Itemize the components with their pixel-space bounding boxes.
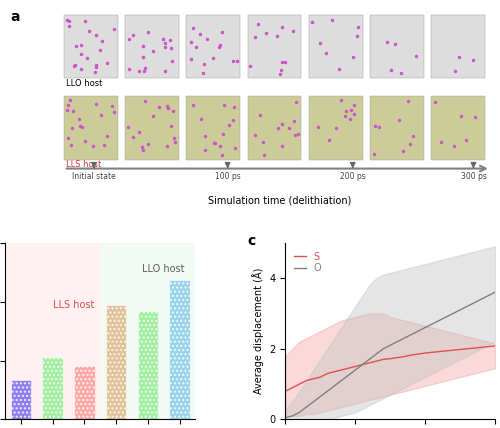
FancyBboxPatch shape <box>125 15 179 78</box>
O <box>464 304 470 309</box>
Text: LLO host: LLO host <box>142 264 184 274</box>
Bar <box>138 312 158 419</box>
S <box>394 355 400 360</box>
S <box>346 366 352 371</box>
O <box>387 343 393 348</box>
Text: LLS host: LLS host <box>66 160 102 169</box>
FancyBboxPatch shape <box>64 15 118 78</box>
S <box>450 348 456 353</box>
O <box>415 329 421 334</box>
S <box>436 349 442 354</box>
S <box>464 346 470 351</box>
FancyBboxPatch shape <box>370 15 424 78</box>
S <box>485 344 491 349</box>
Text: a: a <box>10 9 20 24</box>
O <box>360 362 366 367</box>
Bar <box>106 305 126 419</box>
Text: c: c <box>248 234 256 248</box>
Bar <box>170 280 190 419</box>
O <box>310 399 316 404</box>
Bar <box>5 243 100 419</box>
S <box>296 381 302 386</box>
O <box>429 321 435 327</box>
S <box>408 353 414 358</box>
S <box>290 385 296 390</box>
FancyBboxPatch shape <box>432 96 485 160</box>
O <box>457 307 463 312</box>
FancyBboxPatch shape <box>186 96 240 160</box>
S <box>443 348 449 354</box>
Y-axis label: Average displacement (Å): Average displacement (Å) <box>252 268 264 394</box>
S <box>360 362 366 367</box>
S <box>374 359 380 364</box>
S <box>304 378 310 383</box>
S <box>401 354 407 359</box>
O <box>318 394 324 399</box>
FancyBboxPatch shape <box>248 15 302 78</box>
FancyBboxPatch shape <box>125 96 179 160</box>
S <box>352 364 358 369</box>
O <box>492 290 498 295</box>
S <box>338 367 344 372</box>
O <box>332 383 338 389</box>
FancyBboxPatch shape <box>64 96 118 160</box>
O <box>282 415 288 420</box>
O <box>401 336 407 341</box>
Legend: S, O: S, O <box>290 248 325 277</box>
S <box>387 356 393 361</box>
FancyBboxPatch shape <box>370 96 424 160</box>
O <box>394 339 400 344</box>
O <box>352 367 358 372</box>
Bar <box>10 380 31 419</box>
S <box>310 376 316 381</box>
S <box>422 351 428 356</box>
O <box>324 389 330 394</box>
O <box>471 300 477 306</box>
S <box>324 371 330 376</box>
O <box>485 293 491 298</box>
FancyBboxPatch shape <box>186 15 240 78</box>
O <box>290 413 296 419</box>
S <box>318 374 324 380</box>
O <box>478 297 484 302</box>
S <box>415 351 421 357</box>
Bar <box>74 366 94 419</box>
S <box>332 369 338 374</box>
O <box>366 357 372 362</box>
S <box>471 345 477 351</box>
O <box>436 318 442 323</box>
S <box>366 360 372 366</box>
FancyBboxPatch shape <box>309 15 362 78</box>
S <box>492 343 498 348</box>
S <box>282 389 288 394</box>
S <box>478 345 484 350</box>
O <box>408 332 414 337</box>
S <box>429 350 435 355</box>
FancyBboxPatch shape <box>432 15 485 78</box>
O <box>450 311 456 316</box>
FancyBboxPatch shape <box>309 96 362 160</box>
Text: LLO host: LLO host <box>66 79 102 88</box>
S <box>380 357 386 362</box>
O <box>346 373 352 378</box>
Line: O: O <box>286 292 495 418</box>
FancyBboxPatch shape <box>248 96 302 160</box>
O <box>443 315 449 320</box>
Line: S: S <box>286 346 495 391</box>
O <box>338 378 344 383</box>
O <box>296 410 302 415</box>
O <box>374 351 380 357</box>
Bar <box>100 243 196 419</box>
S <box>457 347 463 352</box>
O <box>304 404 310 410</box>
O <box>380 346 386 351</box>
Text: LLS host: LLS host <box>52 300 94 309</box>
O <box>422 325 428 330</box>
Bar <box>42 357 63 419</box>
